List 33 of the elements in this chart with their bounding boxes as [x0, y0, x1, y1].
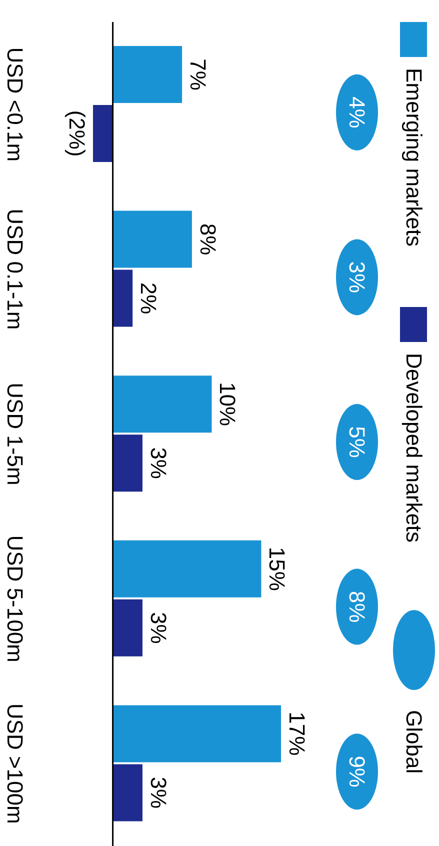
bar: [112, 434, 142, 492]
bar: [112, 270, 133, 327]
bar: [112, 540, 262, 598]
text: 9%: [344, 756, 370, 788]
bar: [112, 210, 192, 268]
bar: [112, 599, 142, 656]
data-label: 15%: [264, 546, 290, 591]
text: 3%: [344, 261, 370, 294]
data-label: 3%: [146, 447, 171, 479]
bar: [112, 46, 182, 103]
text: 5%: [344, 426, 370, 458]
data-label: 3%: [146, 776, 171, 809]
data-label: 2%: [136, 282, 162, 314]
y-tick-label: USD 5-100m: [2, 535, 28, 662]
data-label: (2%): [64, 110, 90, 157]
bar: [112, 376, 212, 433]
text: 8%: [344, 590, 370, 623]
y-tick-label: USD 1-5m: [2, 382, 28, 486]
data-label: 7%: [186, 58, 211, 90]
bar: [93, 105, 113, 162]
data-label: 10%: [215, 382, 240, 426]
legend-label: Emerging markets: [402, 68, 426, 247]
bar: [112, 764, 142, 822]
data-label: 3%: [146, 612, 171, 644]
text: 4%: [344, 96, 370, 128]
data-label: 8%: [195, 223, 220, 256]
y-tick-label: USD >100m: [2, 703, 28, 824]
bar: [112, 705, 281, 762]
data-label: 17%: [284, 712, 310, 756]
y-tick-label: USD <0.1m: [2, 47, 28, 162]
text: Global: [402, 710, 426, 774]
legend-label: Developed markets: [402, 353, 426, 543]
y-tick-label: USD 0.1-1m: [2, 208, 28, 330]
